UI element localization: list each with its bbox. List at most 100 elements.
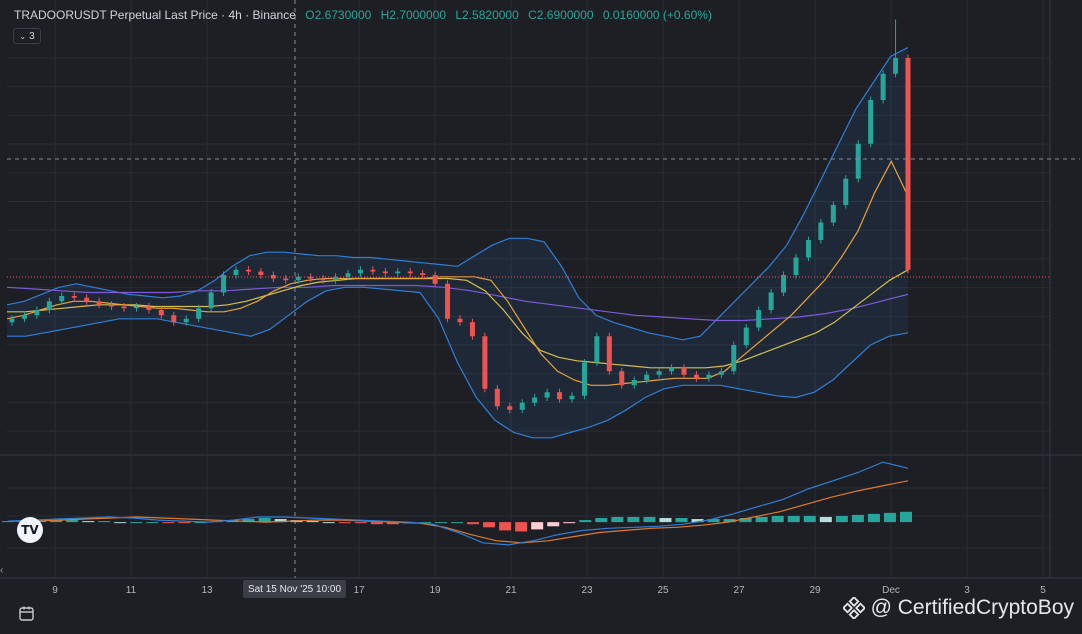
candle-body xyxy=(494,388,500,407)
macd-histogram-bar xyxy=(146,522,159,524)
candle-body xyxy=(631,380,637,386)
candle-body xyxy=(333,276,339,281)
candle-body xyxy=(245,269,251,272)
macd-histogram-bar xyxy=(130,522,143,524)
candle-body xyxy=(382,271,388,274)
x-tick-label: 3 xyxy=(964,585,970,596)
macd-histogram-bar xyxy=(675,518,688,523)
candle-body xyxy=(818,222,824,240)
macd-histogram-bar xyxy=(499,522,512,531)
macd-histogram-bar xyxy=(531,522,544,530)
macd-histogram-bar xyxy=(883,512,896,523)
x-tick-label: Dec xyxy=(882,585,900,596)
macd-histogram-bar xyxy=(627,516,640,523)
candle-body xyxy=(805,240,811,258)
candle-body xyxy=(258,271,264,275)
x-tick-label: 29 xyxy=(809,585,821,596)
candle-body xyxy=(283,278,289,281)
indicator-legend-toggle[interactable]: ⌄ 3 xyxy=(13,28,41,44)
candle-body xyxy=(905,58,911,270)
scroll-left-icon[interactable]: ‹ xyxy=(0,565,4,576)
x-tick-label: 27 xyxy=(733,585,745,596)
candle-body xyxy=(320,278,326,281)
crosshair-time-label: Sat 15 Nov '25 10:00 xyxy=(243,580,346,598)
candle-body xyxy=(843,178,849,205)
candle-body xyxy=(34,310,40,316)
calendar-icon[interactable] xyxy=(18,605,36,623)
candle-body xyxy=(46,301,52,310)
candle-body xyxy=(830,205,836,223)
macd-histogram-bar xyxy=(515,522,528,532)
candle-body xyxy=(544,392,550,398)
price-pane xyxy=(7,0,1050,453)
x-tick-label: 9 xyxy=(52,585,58,596)
candle-body xyxy=(84,297,90,302)
x-tick-label: 23 xyxy=(581,585,593,596)
x-tick-label: 19 xyxy=(429,585,441,596)
candle-body xyxy=(681,367,687,375)
candle-body xyxy=(669,367,675,372)
candle-body xyxy=(370,269,376,272)
candle-body xyxy=(880,73,886,100)
macd-signal-line xyxy=(8,480,909,544)
macd-histogram-bar xyxy=(274,519,287,523)
candle-body xyxy=(345,273,351,277)
watermark-text: @ CertifiedCryptoBoy xyxy=(870,596,1074,619)
candle-body xyxy=(133,306,139,309)
macd-histogram-bar xyxy=(900,511,912,523)
macd-histogram-bar xyxy=(322,522,335,524)
ohlc-close: C2.6900000 xyxy=(528,8,594,22)
macd-histogram-bar xyxy=(867,513,880,523)
ma-mid-line xyxy=(7,269,909,369)
candle-body xyxy=(308,276,314,279)
candle-body xyxy=(893,58,899,74)
candle-body xyxy=(395,271,401,274)
candle-body xyxy=(21,315,27,319)
candle-body xyxy=(532,397,538,403)
candle-body xyxy=(768,292,774,310)
macd-histogram-bar xyxy=(787,515,800,523)
macd-histogram-bar xyxy=(66,520,79,523)
candle-body xyxy=(482,336,488,389)
ohlc-high: H2.7000000 xyxy=(380,8,447,22)
candle-body xyxy=(855,143,861,179)
candle-body xyxy=(557,392,563,400)
macd-histogram-bar xyxy=(707,519,720,523)
macd-histogram-bar xyxy=(819,516,832,523)
macd-histogram-bar xyxy=(242,519,255,523)
x-tick-label: 11 xyxy=(126,585,137,596)
macd-histogram-bar xyxy=(82,521,95,523)
candle-body xyxy=(445,283,451,319)
tradingview-logo-icon[interactable]: TV xyxy=(17,517,43,543)
bollinger-upper-line xyxy=(6,46,909,341)
candle-body xyxy=(693,374,699,379)
tradingview-logo-label: TV xyxy=(21,523,39,537)
candle-body xyxy=(756,310,762,328)
symbol-title: TRADOORUSDT Perpetual Last Price · 4h · … xyxy=(14,8,296,22)
candle-body xyxy=(706,374,712,379)
x-tick-label: 13 xyxy=(201,585,213,596)
macd-histogram-bar xyxy=(114,522,127,524)
macd-histogram-bar xyxy=(595,518,608,523)
ohlc-change: 0.0160000 (+0.60%) xyxy=(602,8,712,22)
macd-line xyxy=(7,461,909,546)
macd-histogram-bar xyxy=(851,514,864,523)
macd-histogram-bar xyxy=(483,522,496,528)
candle-body xyxy=(507,406,513,410)
candle-body xyxy=(270,275,276,279)
macd-histogram-bar xyxy=(643,516,656,523)
candle-body xyxy=(158,310,164,316)
candle-body xyxy=(121,306,127,309)
candle-body xyxy=(233,269,239,275)
macd-histogram-bar xyxy=(547,522,560,527)
x-tick-label: 5 xyxy=(1040,585,1046,596)
candle-body xyxy=(59,296,65,302)
candle-body xyxy=(109,304,115,307)
candle-body xyxy=(71,296,77,298)
candle-body xyxy=(731,345,737,372)
candle-body xyxy=(171,315,177,323)
macd-histogram-bar xyxy=(258,518,271,523)
candle-body xyxy=(183,318,189,323)
macd-histogram-bar xyxy=(755,516,768,523)
